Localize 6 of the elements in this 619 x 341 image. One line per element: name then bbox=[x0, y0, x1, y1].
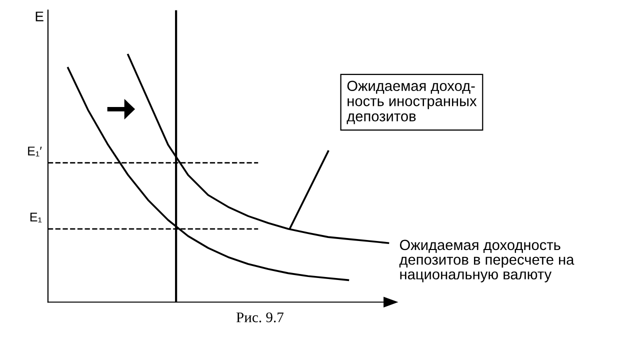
ref-line-label: E₁ bbox=[30, 212, 42, 222]
y-axis-title: E bbox=[36, 12, 44, 22]
x-axis-title: Ожидаемая доходность депозитов в пересчете на национальную валюту bbox=[399, 240, 574, 282]
ref-line-label: E₁′ bbox=[28, 146, 42, 156]
annotation: Ожидаемая доход- ность иностранных депозитов bbox=[346, 80, 477, 124]
text: Рис. 9.7 bbox=[236, 312, 284, 322]
